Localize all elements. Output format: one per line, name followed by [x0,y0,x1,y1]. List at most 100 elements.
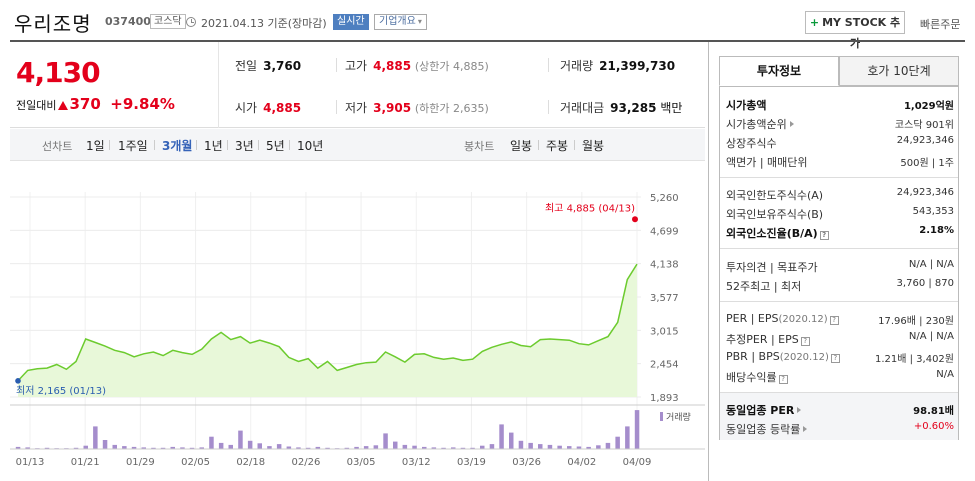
info-row: 상장주식수 24,923,346 [726,133,954,151]
volume-bar [625,426,630,449]
per-value: 17.96배 | 230원 [878,316,954,327]
upper-limit: (상한가 4,885) [414,60,489,73]
info-row: 외국인보유주식수(B) 543,353 [726,204,954,222]
help-icon[interactable]: ? [778,375,788,384]
open-label: 시가 [235,101,258,115]
help-icon[interactable]: ? [830,354,840,363]
amount-value: 93,285 [610,101,657,115]
volume-bar [480,445,485,449]
divider [258,140,259,150]
volume-bar [547,444,553,449]
amount-label: 거래대금 [560,101,605,115]
volume-bar [286,446,292,449]
amount-cell: 거래대금 93,285 백만 [560,99,682,116]
volume-bar [170,446,175,449]
volume-bar [499,424,504,449]
realtime-button[interactable]: 실시간 [333,14,369,30]
volume-bar [528,442,533,449]
price-chart[interactable]: 5,260 4,699 4,138 3,577 3,015 2,454 1,893 최고 4,… [10,161,705,481]
divider [720,248,958,249]
tab-order-book[interactable]: 호가 10단계 [839,56,959,86]
volume-bar [489,444,495,449]
volume-bar [373,445,379,449]
period-3m[interactable]: 3개월 [162,139,193,153]
info-row: 배당수익률? N/A [726,367,954,385]
header: 우리조명 037400 코스닥 2021.04.13 기준(장마감) 실시간 기… [0,0,975,50]
company-overview-button[interactable]: 기업개요 ▾ [374,14,427,30]
candle-monthly[interactable]: 월봉 [582,139,605,153]
open-value: 4,885 [263,101,302,115]
dividend-value: N/A [936,369,954,380]
help-icon[interactable]: ? [819,231,829,240]
market-cap-value: 1,029억원 [903,101,954,112]
industry-per-text: 동일업종 PER [726,404,795,417]
candle-daily[interactable]: 일봉 [510,139,533,153]
x-tick-label: 03/19 [457,457,486,468]
low-label: 최저 2,165 (01/13) [16,385,106,397]
mystock-add-label: MY STOCK 추가 [822,16,901,50]
low-marker [15,378,21,384]
period-1d[interactable]: 1일 [86,139,105,153]
info-row: 액면가 | 매매단위 500원 | 1주 [726,152,954,170]
tab-investment-info[interactable]: 투자정보 [719,56,839,86]
stock-code: 037400 [105,15,151,28]
market-badge: 코스닥 [150,14,186,29]
est-per-text: 추정PER | EPS [726,333,799,346]
industry-per-label[interactable]: 동일업종 PER [726,402,802,418]
foreign-limit-value: 24,923,346 [896,187,954,198]
info-tabs: 투자정보 호가 10단계 [719,56,959,86]
pbr-text: PBR | BPS [726,350,780,363]
x-tick-label: 03/05 [347,457,376,468]
price-area [18,264,637,397]
pbr-value: 1.21배 | 3,402원 [874,354,954,365]
help-icon[interactable]: ? [800,337,810,346]
chevron-down-icon: ▾ [417,17,422,26]
candle-chart-label: 봉차트 [464,140,495,153]
mystock-add-button[interactable]: + MY STOCK 추가 [805,11,905,50]
volume-bar [441,447,446,449]
opinion-value: N/A | N/A [908,259,954,270]
market-cap-rank-value: 코스닥 901위 [894,120,954,131]
line-chart-label: 선차트 [42,140,73,153]
period-3y[interactable]: 3년 [235,139,254,153]
price-chart-svg: 5,260 4,699 4,138 3,577 3,015 2,454 1,893 최고 4,… [10,192,705,468]
volume-bar [344,447,350,449]
per-year: (2020.12) [778,314,828,325]
period-10y[interactable]: 10년 [297,139,324,153]
opinion-label: 투자의견 | 목표주가 [726,261,818,274]
x-tick-label: 03/12 [402,457,431,468]
shares-value: 24,923,346 [896,135,954,146]
volume-bar [151,447,156,449]
quote-divider [218,42,219,128]
y-tick-label: 3,015 [650,326,679,337]
prev-close-value: 3,760 [263,59,302,73]
x-tick-label: 02/26 [291,457,320,468]
high-marker [632,216,638,223]
volume-bar [112,444,117,449]
high-cell: 고가 4,885 (상한가 4,885) [345,57,489,74]
market-cap-rank-label[interactable]: 시가총액순위 [726,116,794,132]
industry-change-label[interactable]: 동일업종 등락률 [726,421,808,437]
y-tick-label: 5,260 [650,193,679,204]
volume-legend-swatch [660,412,663,421]
volume-bar [209,436,214,449]
period-1y[interactable]: 1년 [204,139,223,153]
period-5y[interactable]: 5년 [266,139,285,153]
candle-weekly[interactable]: 주봉 [546,139,569,153]
info-row: 외국인한도주식수(A) 24,923,346 [726,185,954,203]
quick-order-link[interactable]: 빠른주문 [920,18,961,31]
foreign-ratio-text: 외국인소진율(B/A) [726,227,818,240]
period-1w[interactable]: 1주일 [118,139,148,153]
volume-bar [257,443,262,449]
quote-summary: 4,130 전일대비 370 +9.84% 전일 3,760 고가 4,885 (상한… [10,42,705,128]
week52-value: 3,760 | 870 [896,278,954,289]
per-label: PER | EPS(2020.12)? [726,312,839,325]
x-tick-label: 01/13 [16,457,45,468]
industry-change-text: 동일업종 등락률 [726,423,801,436]
foreign-ratio-label: 외국인소진율(B/A)? [726,225,829,241]
volume-bar [131,446,137,449]
high-label: 최고 4,885 (04/13) [545,202,635,214]
help-icon[interactable]: ? [829,316,839,325]
open-cell: 시가 4,885 [235,99,301,116]
volume-bar [509,432,514,449]
